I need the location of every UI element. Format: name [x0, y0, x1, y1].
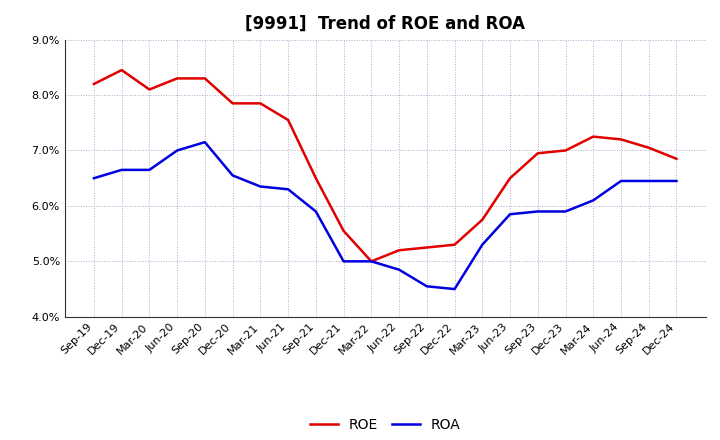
ROE [644, 145, 653, 150]
ROE [312, 176, 320, 181]
ROA [117, 167, 126, 172]
ROE [228, 101, 237, 106]
ROE [284, 117, 292, 123]
ROE [89, 81, 98, 87]
ROA [423, 284, 431, 289]
ROA [478, 242, 487, 247]
ROE [339, 228, 348, 234]
ROE [672, 156, 681, 161]
ROA [561, 209, 570, 214]
ROA [339, 259, 348, 264]
ROE [395, 248, 403, 253]
ROE [450, 242, 459, 247]
Line: ROE: ROE [94, 70, 677, 261]
ROE [534, 150, 542, 156]
ROA [173, 148, 181, 153]
ROA [312, 209, 320, 214]
ROE [561, 148, 570, 153]
ROE [256, 101, 265, 106]
ROE [367, 259, 376, 264]
ROA [644, 178, 653, 183]
ROE [589, 134, 598, 139]
ROE [145, 87, 154, 92]
ROA [672, 178, 681, 183]
ROA [228, 173, 237, 178]
ROA [505, 212, 514, 217]
ROA [450, 286, 459, 292]
ROA [284, 187, 292, 192]
Legend: ROE, ROA: ROE, ROA [305, 412, 466, 437]
ROE [423, 245, 431, 250]
ROA [89, 176, 98, 181]
ROE [505, 176, 514, 181]
ROA [256, 184, 265, 189]
ROA [145, 167, 154, 172]
ROA [395, 267, 403, 272]
ROE [117, 67, 126, 73]
ROA [534, 209, 542, 214]
Title: [9991]  Trend of ROE and ROA: [9991] Trend of ROE and ROA [246, 15, 525, 33]
ROE [478, 217, 487, 222]
ROA [589, 198, 598, 203]
ROA [616, 178, 625, 183]
ROA [201, 139, 210, 145]
ROA [367, 259, 376, 264]
ROE [173, 76, 181, 81]
Line: ROA: ROA [94, 142, 677, 289]
ROE [201, 76, 210, 81]
ROE [616, 137, 625, 142]
